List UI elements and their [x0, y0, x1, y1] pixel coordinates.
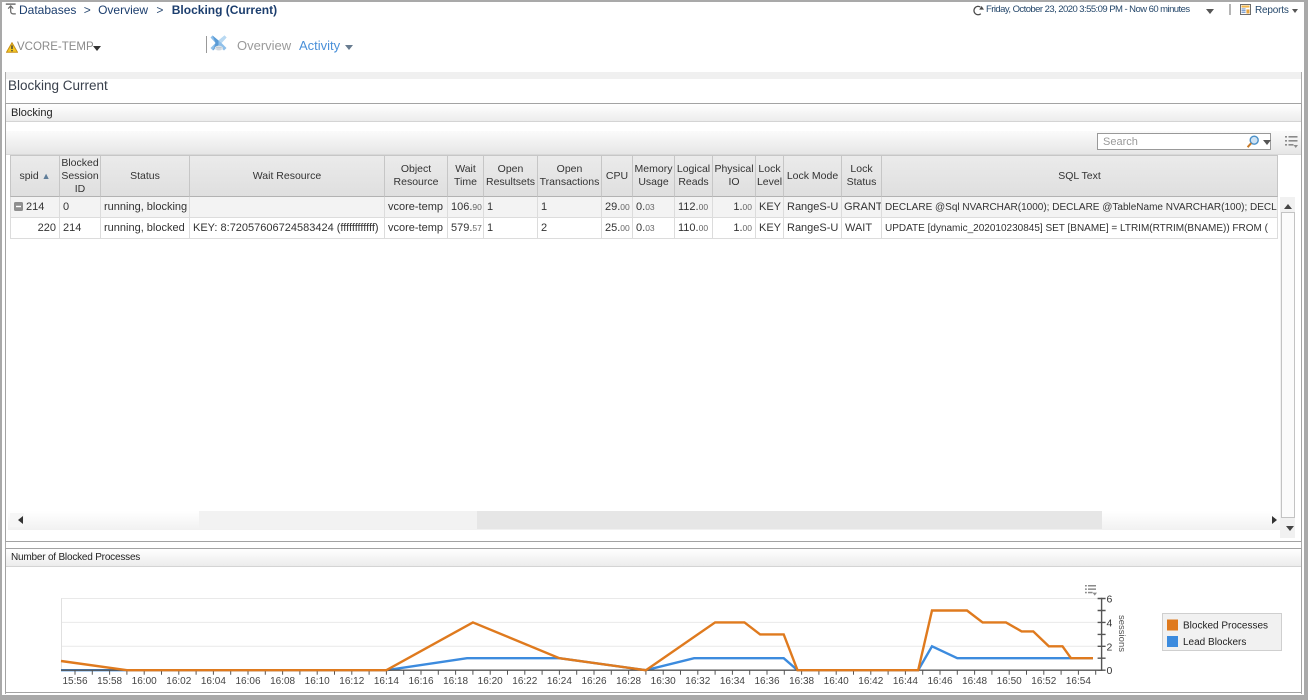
- svg-text:16:28: 16:28: [616, 676, 641, 687]
- svg-text:16:26: 16:26: [581, 676, 606, 687]
- svg-text:16:24: 16:24: [547, 676, 572, 687]
- svg-text:16:22: 16:22: [512, 676, 537, 687]
- svg-text:0: 0: [1107, 665, 1113, 677]
- svg-text:6: 6: [1107, 594, 1113, 606]
- svg-text:16:00: 16:00: [132, 676, 157, 687]
- svg-text:15:56: 15:56: [62, 676, 87, 687]
- svg-text:16:02: 16:02: [166, 676, 191, 687]
- svg-text:16:06: 16:06: [235, 676, 260, 687]
- svg-text:16:32: 16:32: [685, 676, 710, 687]
- svg-text:16:48: 16:48: [962, 676, 987, 687]
- svg-text:16:36: 16:36: [754, 676, 779, 687]
- svg-text:16:04: 16:04: [201, 676, 226, 687]
- svg-text:sessions: sessions: [1116, 615, 1127, 652]
- svg-text:16:16: 16:16: [408, 676, 433, 687]
- svg-text:16:42: 16:42: [858, 676, 883, 687]
- svg-text:16:18: 16:18: [443, 676, 468, 687]
- svg-text:16:52: 16:52: [1031, 676, 1056, 687]
- svg-text:16:30: 16:30: [651, 676, 676, 687]
- svg-text:Lead Blockers: Lead Blockers: [1183, 637, 1246, 648]
- svg-text:16:38: 16:38: [789, 676, 814, 687]
- svg-text:2: 2: [1107, 641, 1113, 653]
- svg-text:16:10: 16:10: [305, 676, 330, 687]
- svg-text:16:34: 16:34: [720, 676, 745, 687]
- svg-text:16:50: 16:50: [997, 676, 1022, 687]
- svg-text:16:12: 16:12: [339, 676, 364, 687]
- svg-text:16:44: 16:44: [893, 676, 918, 687]
- svg-text:16:40: 16:40: [824, 676, 849, 687]
- svg-text:16:20: 16:20: [478, 676, 503, 687]
- svg-text:16:54: 16:54: [1066, 676, 1091, 687]
- svg-text:4: 4: [1107, 617, 1113, 629]
- svg-text:16:46: 16:46: [927, 676, 952, 687]
- svg-text:15:58: 15:58: [97, 676, 122, 687]
- svg-text:Blocked Processes: Blocked Processes: [1183, 621, 1268, 632]
- svg-text:16:14: 16:14: [374, 676, 399, 687]
- svg-text:16:08: 16:08: [270, 676, 295, 687]
